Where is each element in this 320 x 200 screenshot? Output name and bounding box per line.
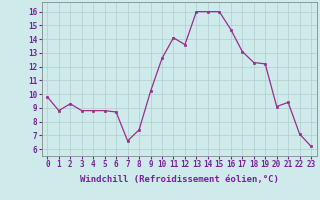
X-axis label: Windchill (Refroidissement éolien,°C): Windchill (Refroidissement éolien,°C) [80, 175, 279, 184]
